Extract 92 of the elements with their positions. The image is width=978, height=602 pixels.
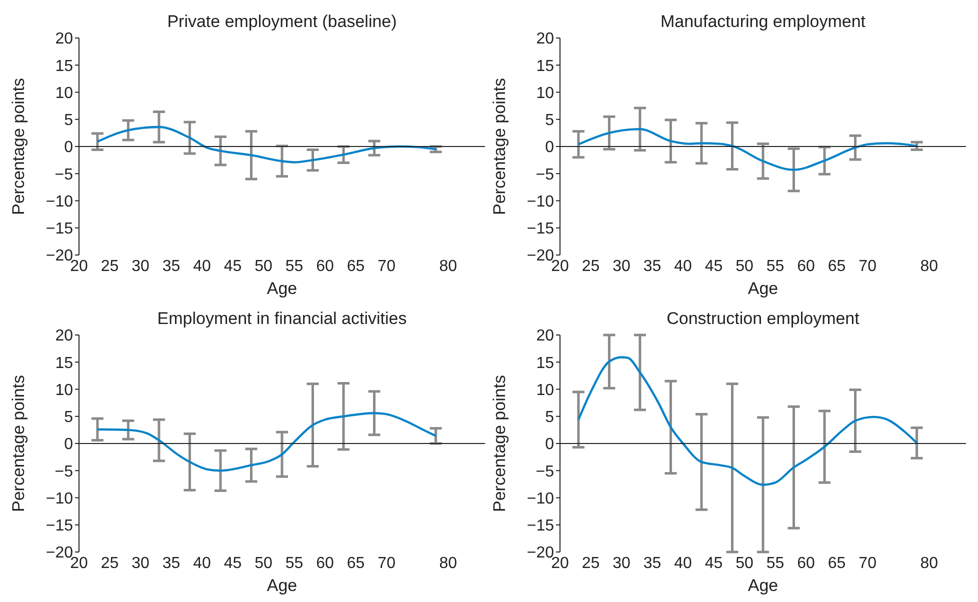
x-tick-label: 25 <box>582 555 600 572</box>
chart-title: Employment in financial activities <box>156 309 408 329</box>
y-tick-label: 0 <box>545 139 554 156</box>
y-tick-label: −15 <box>526 518 554 535</box>
x-tick-label: 70 <box>378 555 396 572</box>
x-tick-label: 50 <box>736 258 754 275</box>
x-tick-label: 30 <box>612 258 631 275</box>
x-tick-label: 70 <box>858 258 877 275</box>
y-tick-label: 5 <box>545 409 554 426</box>
x-tick-label: 45 <box>704 555 723 572</box>
x-tick-label: 30 <box>612 555 631 572</box>
y-tick-label: −10 <box>526 193 554 210</box>
x-tick-label: 70 <box>858 555 877 572</box>
y-tick-label: 20 <box>55 328 74 345</box>
line-series <box>577 356 918 486</box>
x-tick-label: 70 <box>378 258 396 275</box>
x-tick-label: 65 <box>346 555 365 572</box>
line-series <box>96 412 437 472</box>
y-tick-label: 15 <box>55 58 74 75</box>
x-tick-label: 35 <box>162 555 180 572</box>
y-tick-label: 5 <box>64 112 74 130</box>
x-tick-label: 60 <box>797 555 816 572</box>
y-tick-label: −5 <box>54 463 74 480</box>
y-tick-label: 20 <box>55 30 74 48</box>
x-axis-title: Age <box>266 576 298 596</box>
y-tick-label: 0 <box>64 139 74 156</box>
chart-title: Construction employment <box>666 309 860 329</box>
x-tick-label: 25 <box>100 258 119 275</box>
x-tick-label: 25 <box>100 555 119 572</box>
x-tick-label: 40 <box>193 555 212 572</box>
y-tick-label: −15 <box>46 518 74 535</box>
x-tick-label: 50 <box>254 555 273 572</box>
y-tick-label: 10 <box>55 84 74 102</box>
x-tick-label: 60 <box>316 555 334 572</box>
x-tick-label: 80 <box>920 555 938 572</box>
y-tick-label: 10 <box>536 382 554 399</box>
y-tick-label: −10 <box>526 490 554 508</box>
y-tick-label: 15 <box>55 354 74 372</box>
y-tick-label: −10 <box>46 490 74 508</box>
y-tick-label: 15 <box>536 354 554 372</box>
x-tick-label: 40 <box>674 555 692 572</box>
y-tick-label: 0 <box>64 436 74 454</box>
x-tick-label: 45 <box>224 555 242 572</box>
x-tick-label: 45 <box>704 258 723 275</box>
x-tick-label: 60 <box>316 258 334 275</box>
x-tick-label: 40 <box>193 258 212 275</box>
y-tick-label: −5 <box>536 463 554 480</box>
x-tick-label: 55 <box>766 258 784 275</box>
x-tick-label: 50 <box>736 555 754 572</box>
x-tick-label: 45 <box>224 258 242 275</box>
x-axis-title: Age <box>746 576 780 596</box>
y-tick-label: 10 <box>55 382 74 399</box>
line-series <box>96 126 437 164</box>
x-tick-label: 55 <box>766 555 784 572</box>
x-axis-title: Age <box>266 279 298 299</box>
chart-title: Manufacturing employment <box>659 12 867 32</box>
x-tick-label: 35 <box>162 258 180 275</box>
x-tick-label: 65 <box>346 258 365 275</box>
x-tick-label: 65 <box>828 258 846 275</box>
x-tick-label: 80 <box>920 258 938 275</box>
x-tick-label: 30 <box>132 555 150 572</box>
y-axis-title: Percentage points <box>490 78 510 216</box>
y-tick-label: −15 <box>526 220 554 238</box>
y-axis-title: Percentage points <box>490 374 510 512</box>
x-axis-title: Age <box>746 279 780 299</box>
y-tick-label: 20 <box>536 328 554 345</box>
y-tick-label: −15 <box>46 220 74 238</box>
y-tick-label: 5 <box>545 112 554 130</box>
x-tick-label: 35 <box>643 258 662 275</box>
y-axis-title: Percentage points <box>9 78 28 216</box>
x-tick-label: 80 <box>439 555 458 572</box>
x-tick-label: 65 <box>828 555 846 572</box>
x-tick-label: 55 <box>285 555 304 572</box>
y-tick-label: 0 <box>545 436 554 454</box>
x-tick-label: 40 <box>674 258 692 275</box>
y-tick-label: −10 <box>46 193 74 210</box>
y-tick-label: −5 <box>536 166 554 184</box>
x-tick-label: 35 <box>643 555 662 572</box>
y-tick-label: 5 <box>64 409 74 426</box>
x-tick-label: 55 <box>285 258 304 275</box>
y-tick-label: 20 <box>536 30 554 48</box>
line-series <box>577 128 918 171</box>
x-tick-label: 25 <box>582 258 600 275</box>
y-tick-label: 10 <box>536 84 554 102</box>
x-tick-label: 60 <box>797 258 816 275</box>
y-axis-title: Percentage points <box>9 374 28 512</box>
x-tick-label: 50 <box>254 258 273 275</box>
y-tick-label: −5 <box>54 166 74 184</box>
x-tick-label: 80 <box>439 258 458 275</box>
x-tick-label: 30 <box>132 258 150 275</box>
chart-title: Private employment (baseline) <box>166 12 398 32</box>
y-tick-label: 15 <box>536 58 554 75</box>
